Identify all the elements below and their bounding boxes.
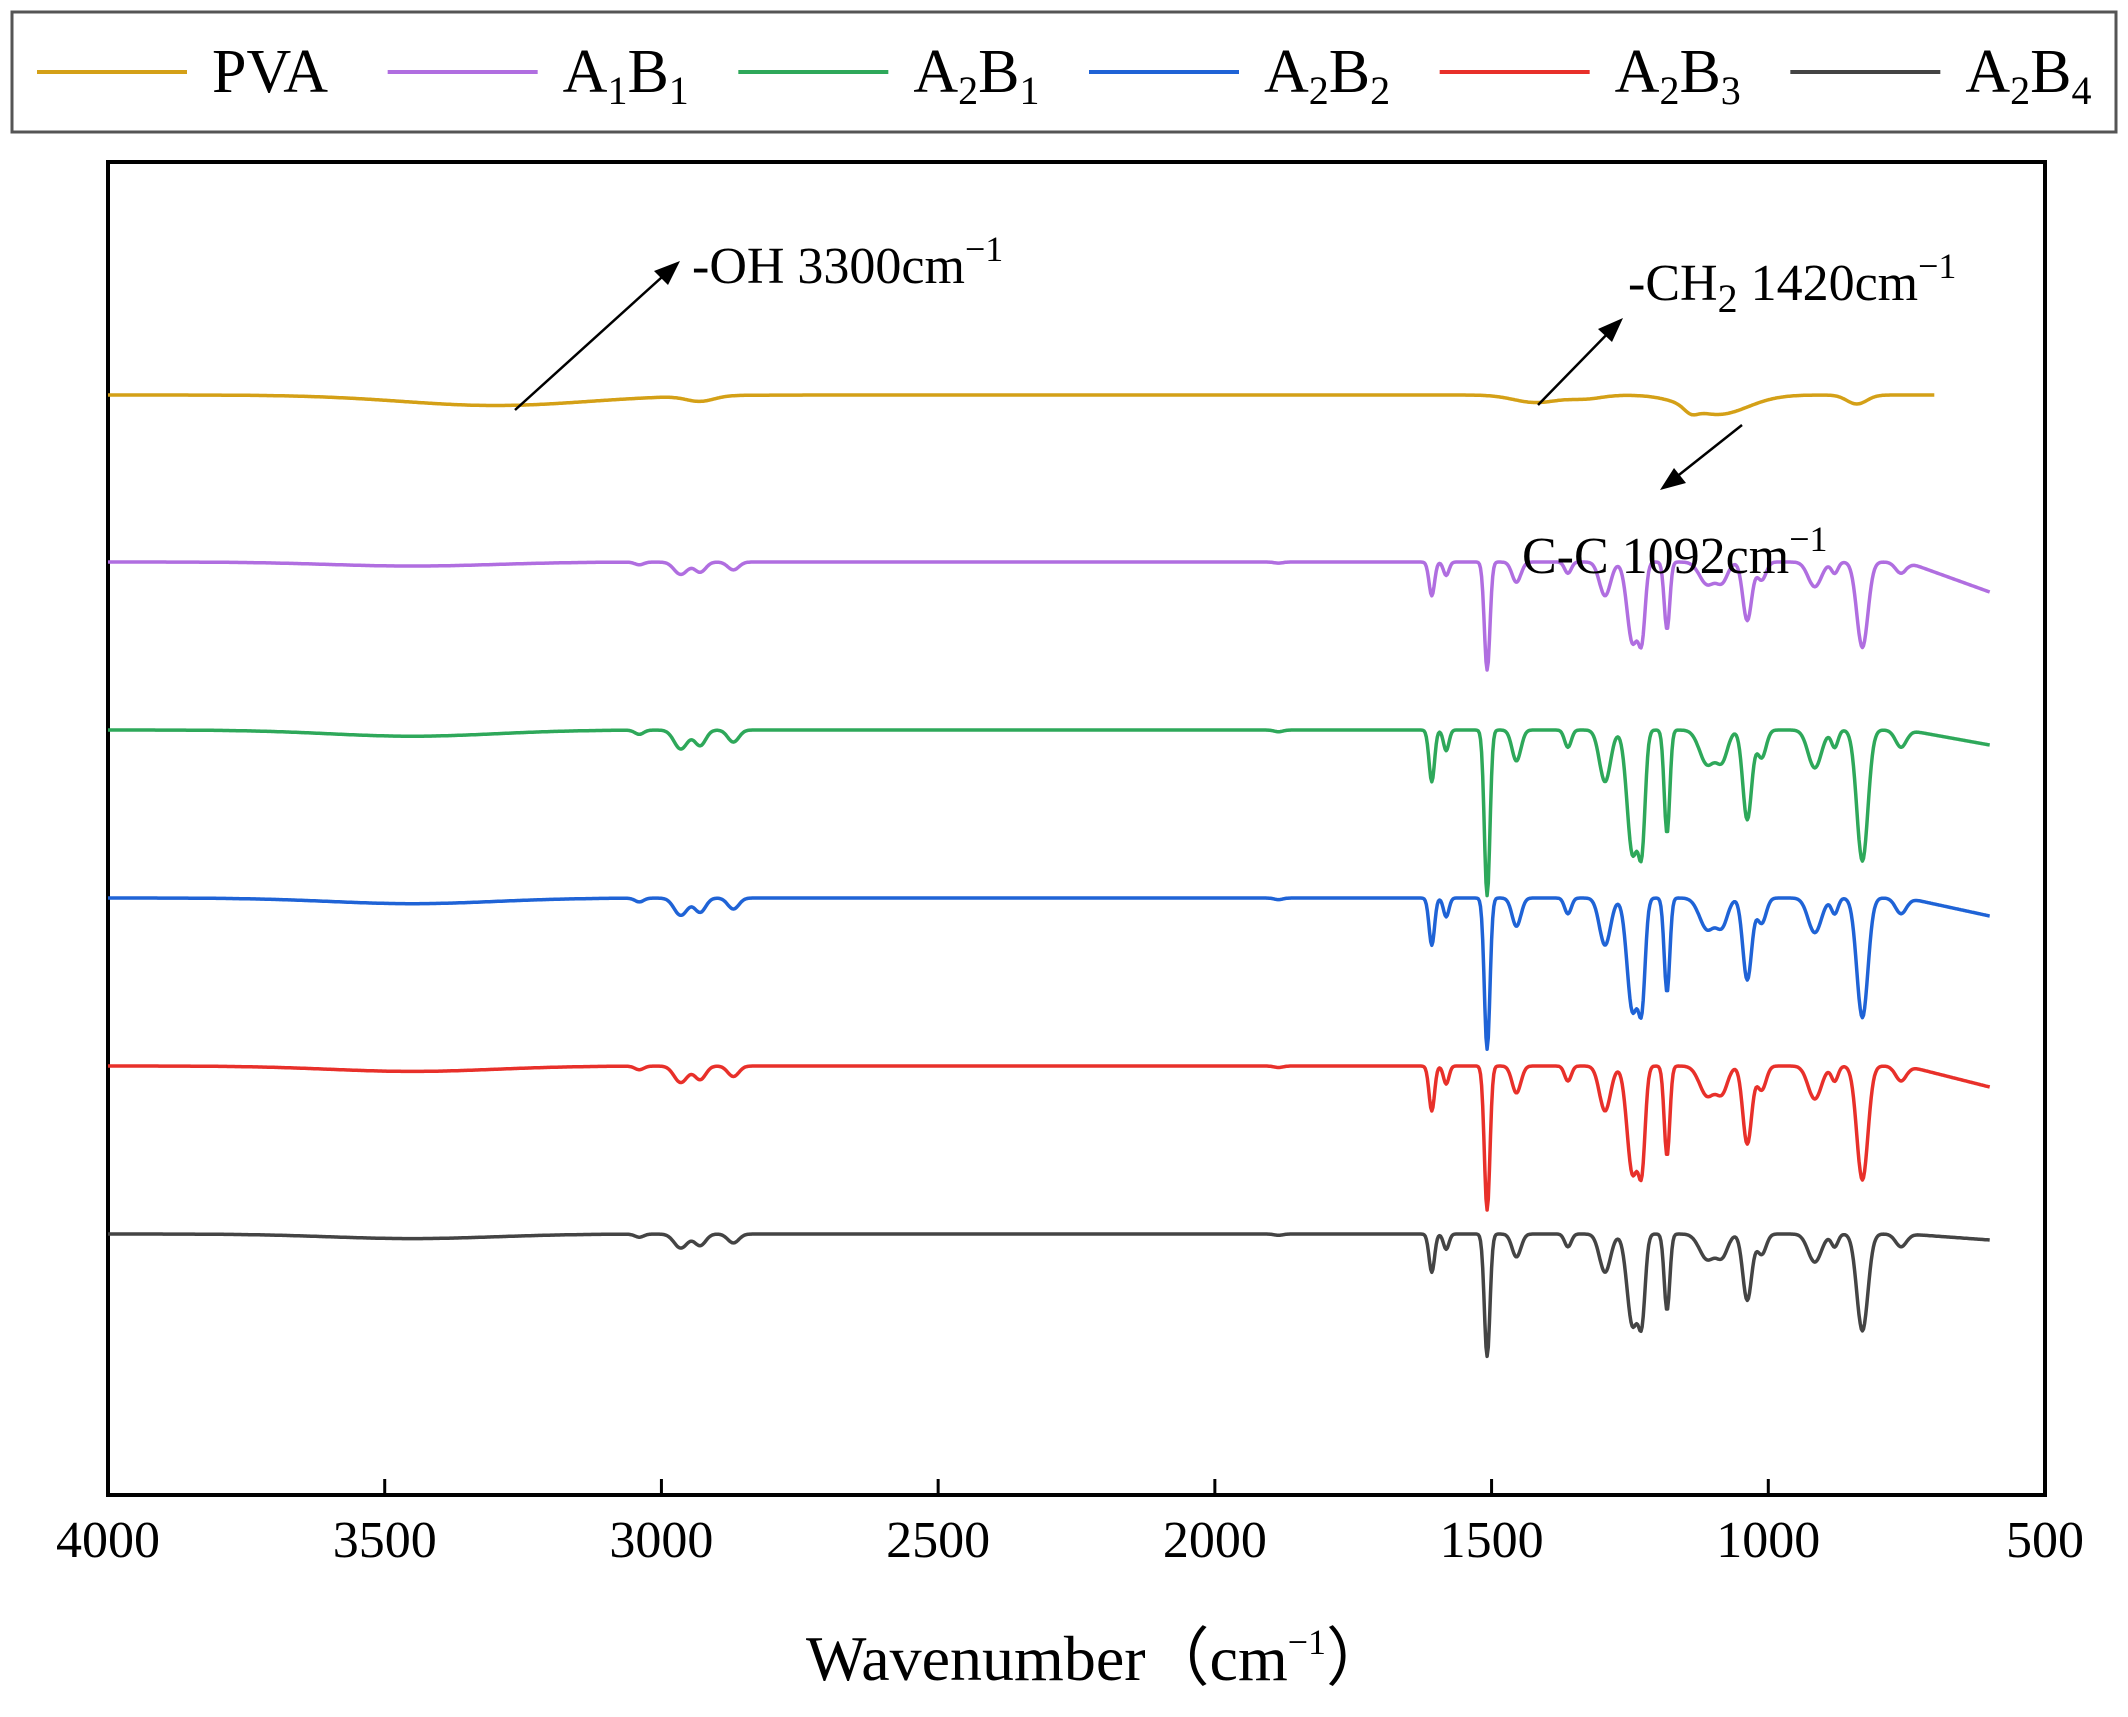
- annotation-cc-sup: −1: [1789, 519, 1827, 559]
- x-axis-ticks: 4000 3500 3000 2500 2000 1500 1000 500: [56, 1479, 2084, 1569]
- svg-text:-OH 3300cm−1: -OH 3300cm−1: [692, 229, 1003, 295]
- annotation-oh-sup: −1: [965, 229, 1003, 269]
- annotation-ch2-text2: 1420cm: [1738, 255, 1919, 312]
- legend-box: [10, 10, 2118, 134]
- x-axis-label-close: ）: [1326, 1623, 1390, 1694]
- series-line-a1b1: [107, 560, 1991, 672]
- x-tick-label: 500: [2006, 1512, 2084, 1569]
- x-axis-label-sup: −1: [1288, 1622, 1326, 1662]
- x-tick-label: 4000: [56, 1512, 160, 1569]
- legend-label-a1b1: A1B1: [563, 38, 689, 113]
- svg-text:C-C 1092cm−1: C-C 1092cm−1: [1522, 519, 1828, 585]
- legend-label-pva: PVA: [212, 38, 328, 106]
- legend-label-a2b1: A2B1: [913, 38, 1039, 113]
- x-tick-label: 3000: [609, 1512, 713, 1569]
- series-line-pva: [107, 393, 1935, 417]
- series-layer: [107, 393, 1991, 1359]
- legend-label-a2b3: A2B3: [1615, 38, 1741, 113]
- x-tick-label: 2500: [886, 1512, 990, 1569]
- series-line-a2b1: [107, 728, 1991, 898]
- series-line-a2b3: [107, 1064, 1991, 1212]
- legend-label-a2b4: A2B4: [1965, 38, 2091, 113]
- x-tick-label: 1000: [1716, 1512, 1820, 1569]
- plot-frame: [106, 160, 2047, 1497]
- legend-label-a2b2: A2B2: [1264, 38, 1390, 113]
- svg-text:-CH2 1420cm−1: -CH2 1420cm−1: [1628, 246, 1956, 321]
- annotation-oh: -OH 3300cm−1: [514, 229, 1003, 411]
- annotation-cc-text: C-C 1092cm: [1522, 528, 1789, 585]
- x-axis-label: Wavenumber（cm−1）: [806, 1622, 1390, 1694]
- annotation-ch2-sup: −1: [1918, 246, 1956, 286]
- legend: PVA A1B1 A2B1 A2B2 A2B3 A2B4: [10, 10, 2118, 134]
- x-tick-label: 3500: [333, 1512, 437, 1569]
- annotation-ch2-text: -CH: [1628, 255, 1718, 312]
- annotation-ch2: -CH2 1420cm−1: [1537, 246, 1956, 406]
- series-line-a2b2: [107, 896, 1991, 1051]
- x-tick-label: 1500: [1440, 1512, 1544, 1569]
- annotation-cc: C-C 1092cm−1: [1522, 424, 1828, 585]
- x-axis-label-text: Wavenumber（cm: [806, 1623, 1288, 1694]
- annotation-oh-text: -OH 3300cm: [692, 238, 965, 295]
- series-line-a2b4: [107, 1232, 1991, 1359]
- x-tick-label: 2000: [1163, 1512, 1267, 1569]
- annotation-ch2-sub: 2: [1718, 276, 1738, 321]
